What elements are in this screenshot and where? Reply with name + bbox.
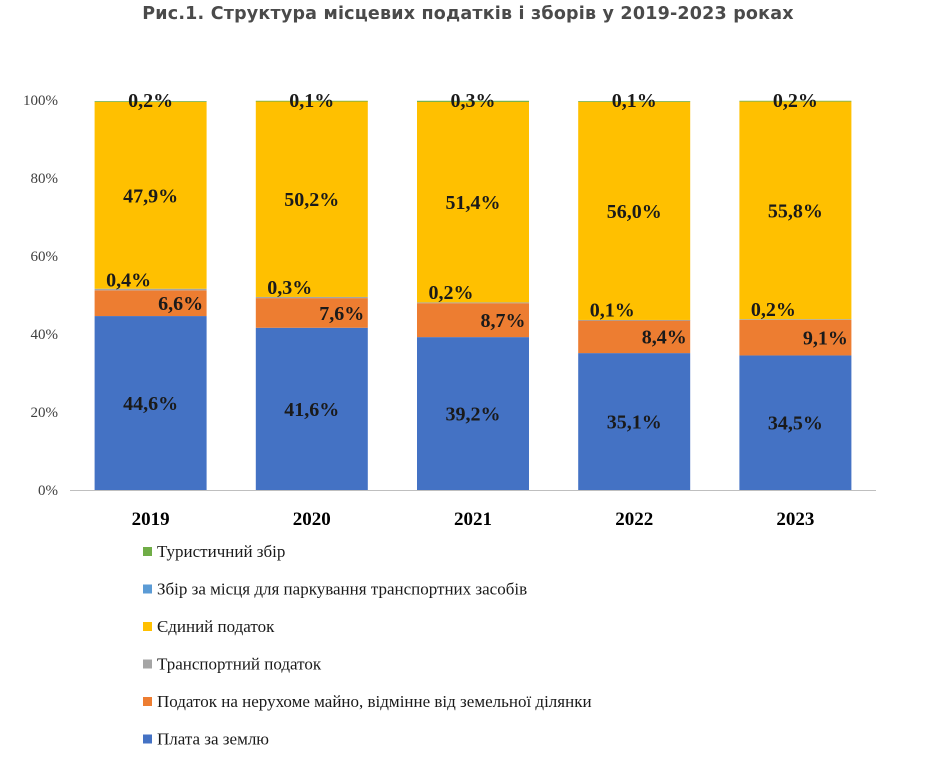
data-label-property-2020: 7,6% (319, 303, 364, 325)
data-label-tourist-2023: 0,2% (773, 90, 818, 112)
bar-segment-2022-s5 (578, 101, 691, 102)
data-label-tourist-2020: 0,1% (289, 90, 334, 112)
bar-segment-2020-s2 (255, 296, 368, 299)
data-label-land-2021: 39,2% (446, 404, 501, 426)
x-tick-label: 2022 (615, 509, 653, 530)
bar-segment-2020-s3 (255, 101, 368, 297)
data-label-land-2022: 35,1% (607, 412, 662, 434)
bar-segment-2021-s2 (417, 302, 529, 304)
data-label-property-2021: 8,7% (481, 310, 526, 332)
legend-swatch (143, 697, 152, 706)
bar-segment-2023-s1 (739, 319, 852, 356)
data-label-land-2023: 34,5% (768, 413, 823, 435)
bar-segment-2022-s3 (578, 101, 691, 320)
bar-segment-2021-s5 (417, 100, 529, 102)
bar-segment-2021-s1 (417, 303, 529, 338)
data-label-single-tax-2021: 51,4% (446, 192, 501, 214)
data-label-property-2023: 9,1% (803, 328, 848, 350)
y-tick-label: 20% (31, 405, 59, 421)
data-label-transport-2021: 0,2% (429, 282, 474, 304)
y-tick-label: 80% (31, 171, 59, 187)
y-tick-label: 40% (31, 327, 59, 343)
bar-segment-2021-s3 (417, 101, 529, 303)
data-label-single-tax-2019: 47,9% (123, 185, 178, 207)
legend-label: Збір за місця для паркування транспортни… (157, 580, 527, 599)
bar-segment-2022-s2 (578, 319, 691, 321)
data-label-land-2019: 44,6% (123, 393, 178, 415)
data-label-land-2020: 41,6% (284, 399, 339, 421)
y-tick-label: 100% (23, 93, 58, 109)
bar-segment-2019-s0 (94, 316, 207, 490)
bar-segment-2022-s0 (578, 353, 691, 490)
legend-swatch (143, 659, 152, 669)
legend-label: Податок на нерухоме майно, відмінне від … (157, 692, 592, 711)
bar-segment-2019-s2 (94, 288, 207, 291)
legend-label: Транспортний податок (157, 655, 322, 674)
data-label-tourist-2022: 0,1% (612, 90, 657, 112)
legend-label: Єдиний податок (157, 617, 275, 636)
bar-segment-2022-s1 (578, 320, 691, 354)
data-label-transport-2022: 0,1% (590, 299, 635, 321)
legend-label: Туристичний збір (157, 542, 285, 561)
bar-segment-2019-s3 (94, 101, 207, 289)
bar-segment-2023-s0 (739, 355, 852, 490)
legend-swatch (143, 547, 152, 556)
data-label-transport-2020: 0,3% (267, 277, 312, 299)
x-tick-label: 2019 (132, 509, 170, 530)
bar-segment-2020-s0 (255, 327, 368, 490)
x-tick-label: 2020 (293, 509, 331, 530)
legend-swatch (143, 584, 152, 594)
data-label-single-tax-2020: 50,2% (284, 189, 339, 211)
legend-swatch (143, 622, 152, 631)
data-label-tourist-2019: 0,2% (128, 90, 173, 112)
y-tick-label: 60% (31, 249, 59, 265)
data-label-single-tax-2022: 56,0% (607, 201, 662, 223)
data-label-tourist-2021: 0,3% (451, 90, 496, 112)
data-label-property-2019: 6,6% (158, 293, 203, 315)
bar-segment-2023-s3 (739, 101, 852, 320)
legend-swatch (143, 734, 152, 744)
data-label-single-tax-2023: 55,8% (768, 200, 823, 222)
chart-title: Рис.1. Структура місцевих податків і збо… (142, 4, 794, 24)
data-label-transport-2019: 0,4% (106, 269, 151, 291)
bar-segment-2019-s1 (94, 290, 207, 317)
legend-label: Плата за землю (157, 730, 269, 749)
x-tick-label: 2021 (454, 509, 492, 530)
x-tick-label: 2023 (776, 509, 814, 530)
data-label-property-2022: 8,4% (642, 327, 687, 349)
bar-segment-2023-s2 (739, 319, 852, 320)
y-tick-label: 0% (38, 483, 58, 499)
data-label-transport-2023: 0,2% (751, 299, 796, 321)
bar-segment-2023-s5 (739, 100, 852, 102)
bar-segment-2021-s0 (417, 337, 529, 490)
bar-segment-2019-s5 (94, 101, 207, 102)
bar-segment-2020-s1 (255, 298, 368, 328)
bar-segment-2020-s5 (255, 100, 368, 102)
